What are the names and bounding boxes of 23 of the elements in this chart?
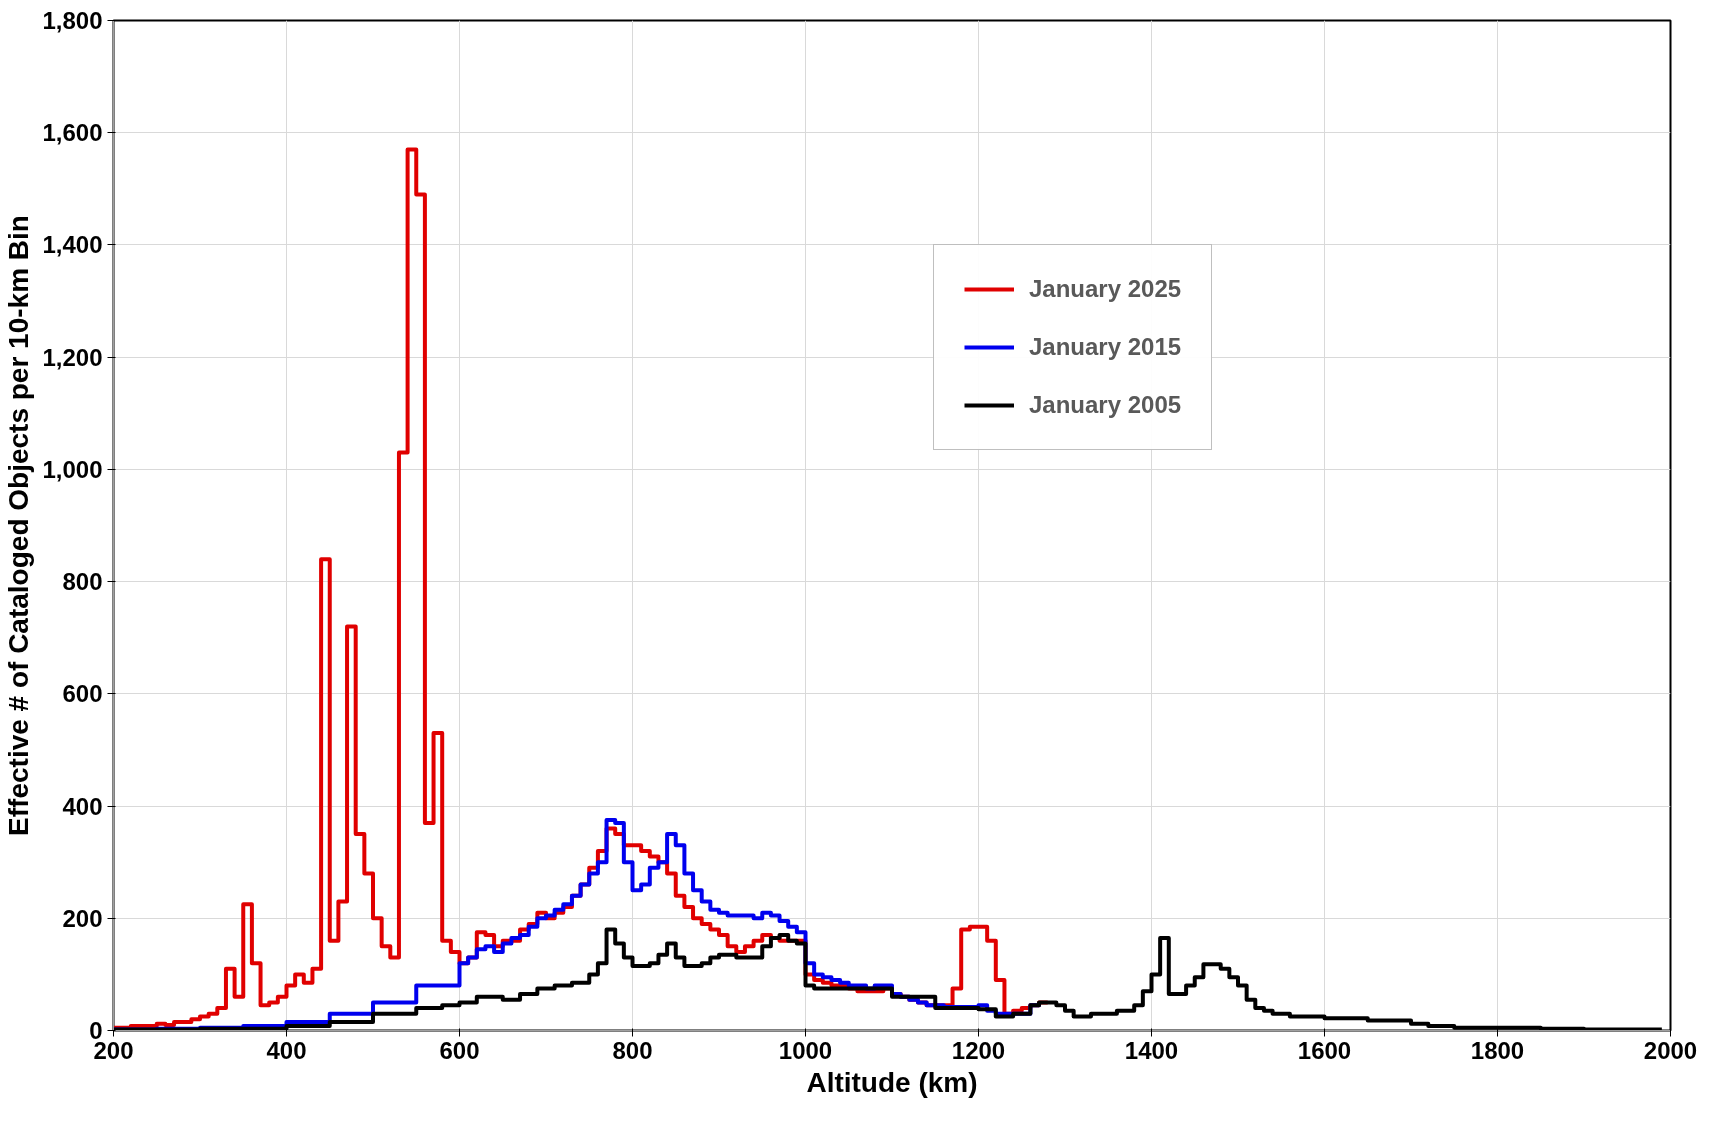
x-tick-label: 1200 bbox=[951, 1036, 1006, 1064]
x-axis-title: Altitude (km) bbox=[806, 1066, 978, 1098]
y-tick-label: 1,600 bbox=[42, 119, 103, 147]
x-tick-label: 600 bbox=[439, 1036, 480, 1064]
y-tick-label: 1,800 bbox=[42, 7, 103, 34]
x-tick-label: 1600 bbox=[1297, 1036, 1352, 1064]
y-axis-title: Effective # of Cataloged Objects per 10-km Bin bbox=[3, 215, 35, 836]
y-tick-label: 1,400 bbox=[42, 231, 103, 259]
y-tick-label: 200 bbox=[62, 904, 103, 932]
x-tick-label: 800 bbox=[612, 1036, 653, 1064]
x-tick-label: 2000 bbox=[1643, 1036, 1698, 1064]
y-tick-label: 800 bbox=[62, 568, 103, 596]
legend-label: January 2015 bbox=[1029, 333, 1182, 361]
x-tick-label: 1400 bbox=[1124, 1036, 1179, 1064]
x-tick-label: 1800 bbox=[1470, 1036, 1525, 1064]
legend-label: January 2005 bbox=[1029, 391, 1182, 419]
x-tick-label: 1000 bbox=[778, 1036, 833, 1064]
y-tick-label: 400 bbox=[62, 792, 103, 820]
legend-label: January 2025 bbox=[1029, 275, 1182, 303]
y-tick-label: 1,000 bbox=[42, 455, 103, 483]
y-tick-label: 1,200 bbox=[42, 343, 103, 371]
x-tick-label: 400 bbox=[266, 1036, 307, 1064]
y-tick-label: 600 bbox=[62, 680, 103, 708]
